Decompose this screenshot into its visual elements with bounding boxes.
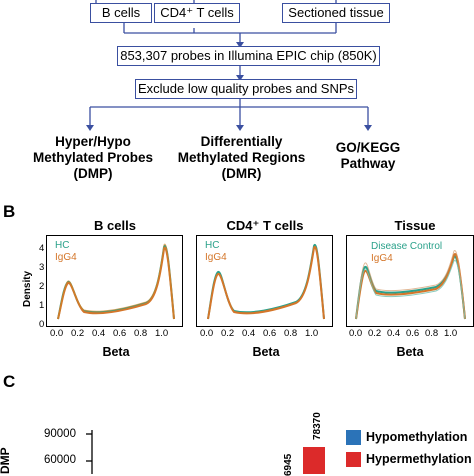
dmr-output: Differentially Methylated Regions (DMR) bbox=[174, 134, 309, 182]
b-cells-box: B cells bbox=[90, 3, 152, 23]
plot1-xlabel: Beta bbox=[102, 345, 130, 359]
ytick-3: 3 bbox=[39, 262, 45, 273]
density-plot-tissue bbox=[346, 235, 474, 327]
p1-xtick-0: 0.0 bbox=[50, 328, 64, 339]
legend-hypo-label: Hypomethylation bbox=[366, 430, 468, 444]
plot1-title: B cells bbox=[94, 218, 136, 233]
plot3-legend: Disease Control IgG4 bbox=[371, 241, 442, 265]
p3-xtick-2: 0.4 bbox=[387, 328, 401, 339]
plot1-legend: HC IgG4 bbox=[55, 240, 77, 264]
exclude-box: Exclude low quality probes and SNPs bbox=[135, 79, 357, 99]
cd4-t-cells-box: CD4⁺ T cells bbox=[154, 3, 240, 23]
p3-xtick-1: 0.2 bbox=[368, 328, 382, 339]
dmp-line2: Methylated Probes bbox=[32, 150, 154, 165]
ytick-0: 0 bbox=[39, 319, 45, 330]
sectioned-tissue-box: Sectioned tissue bbox=[282, 3, 390, 23]
c-ytick-90000: 90000 bbox=[44, 428, 76, 440]
legend-igg4-3: IgG4 bbox=[371, 253, 393, 264]
hypermethylation-bar bbox=[303, 447, 325, 474]
go-kegg-output: GO/KEGG Pathway bbox=[320, 140, 416, 172]
plot3-curves bbox=[355, 250, 466, 320]
dmr-line2: Methylated Regions bbox=[177, 150, 306, 165]
p3-xtick-3: 0.6 bbox=[406, 328, 420, 339]
plot2-legend: HC IgG4 bbox=[205, 240, 227, 264]
dmp-line1: Hyper/Hypo bbox=[55, 134, 131, 149]
flow-connectors bbox=[86, 0, 372, 131]
dmr-line3: (DMR) bbox=[221, 166, 262, 181]
legend-hc: HC bbox=[55, 240, 70, 251]
p2-xtick-1: 0.2 bbox=[221, 328, 235, 339]
p2-xtick-2: 0.4 bbox=[242, 328, 256, 339]
plot1-curves bbox=[57, 243, 175, 320]
legend-disease-control: Disease Control bbox=[371, 241, 443, 252]
p3-xtick-5: 1.0 bbox=[444, 328, 458, 339]
plot3-title: Tissue bbox=[394, 218, 436, 233]
legend-igg4: IgG4 bbox=[55, 252, 77, 263]
p1-xtick-3: 0.6 bbox=[113, 328, 127, 339]
dmp-line3: (DMP) bbox=[73, 166, 113, 181]
p2-xtick-0: 0.0 bbox=[200, 328, 214, 339]
bar-label-78370: 78370 bbox=[312, 412, 323, 440]
c-ytick-60000: 60000 bbox=[44, 454, 76, 466]
bar-label-6945: 6945 bbox=[283, 453, 294, 476]
panel-b-letter: B bbox=[3, 202, 16, 221]
p1-xtick-1: 0.2 bbox=[71, 328, 85, 339]
p3-xtick-4: 0.8 bbox=[425, 328, 439, 339]
panel-c-letter: C bbox=[3, 372, 16, 391]
p1-xtick-2: 0.4 bbox=[92, 328, 106, 339]
ytick-4: 4 bbox=[39, 243, 45, 254]
dmr-line1: Differentially bbox=[200, 134, 283, 149]
legend-hypo-swatch bbox=[346, 430, 361, 445]
plot3-xlabel: Beta bbox=[396, 345, 424, 359]
legend-hyper-label: Hypermethylation bbox=[366, 452, 472, 466]
p2-xtick-5: 1.0 bbox=[305, 328, 319, 339]
ytick-1: 1 bbox=[39, 300, 45, 311]
plot2-curves bbox=[207, 243, 325, 320]
ytick-2: 2 bbox=[39, 281, 45, 292]
p1-xtick-5: 1.0 bbox=[155, 328, 169, 339]
legend-igg4-2: IgG4 bbox=[205, 252, 227, 263]
p2-xtick-3: 0.6 bbox=[263, 328, 277, 339]
p3-xtick-0: 0.0 bbox=[349, 328, 363, 339]
plot2-title: CD4⁺ T cells bbox=[226, 218, 304, 233]
legend-hc-2: HC bbox=[205, 240, 220, 251]
p1-xtick-4: 0.8 bbox=[134, 328, 148, 339]
p2-xtick-4: 0.8 bbox=[284, 328, 298, 339]
plot2-xlabel: Beta bbox=[252, 345, 280, 359]
probes-box: 853,307 probes in Illumina EPIC chip (85… bbox=[117, 46, 380, 66]
go-line1: GO/KEGG bbox=[335, 140, 401, 155]
dmp-output: Hyper/Hypo Methylated Probes (DMP) bbox=[28, 134, 158, 182]
legend-hyper-swatch bbox=[346, 452, 361, 467]
go-line2: Pathway bbox=[340, 156, 396, 171]
